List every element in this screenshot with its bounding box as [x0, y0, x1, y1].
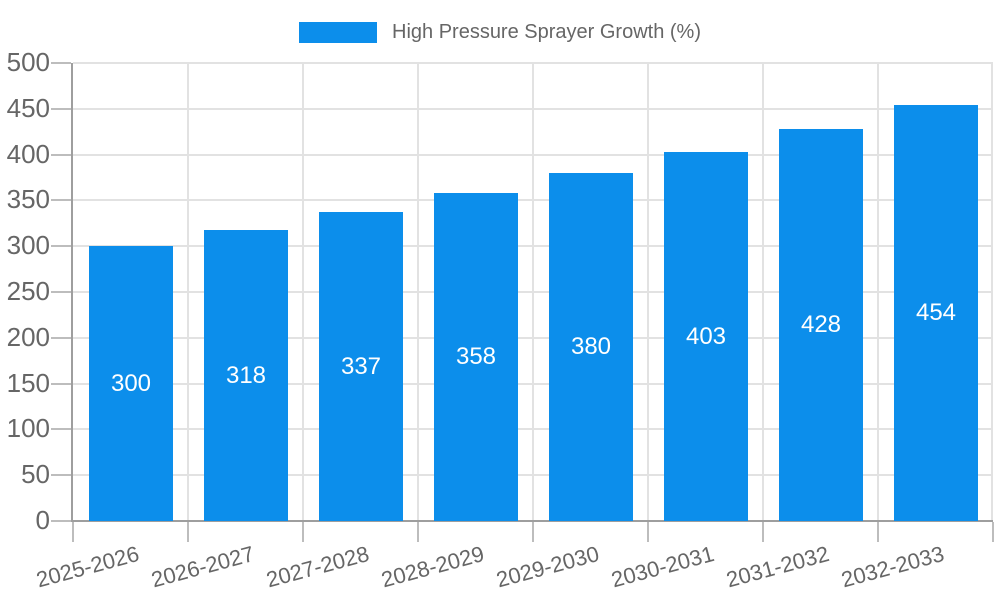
y-axis-line — [71, 63, 73, 521]
bar-value-label: 454 — [915, 299, 957, 326]
y-tick-label: 350 — [6, 184, 50, 214]
y-tick-label: 150 — [6, 368, 50, 398]
y-tick-label: 300 — [6, 230, 50, 260]
bar-value-label: 403 — [685, 322, 727, 350]
y-axis-tick — [51, 245, 71, 247]
x-axis-tick — [417, 522, 419, 542]
y-tick-label: 100 — [6, 413, 50, 443]
x-category-label: 2028-2029 — [378, 541, 487, 593]
bar[interactable]: 337 — [319, 212, 403, 521]
gridline-vertical — [302, 63, 304, 521]
x-category-label: 2032-2033 — [838, 541, 947, 593]
x-category-label: 2031-2032 — [723, 541, 832, 593]
x-axis-tick — [877, 522, 879, 542]
bar[interactable]: 454 — [894, 105, 978, 521]
x-axis-tick — [302, 522, 304, 542]
y-tick-label: 250 — [6, 276, 50, 306]
x-axis-tick — [532, 522, 534, 542]
y-tick-label: 500 — [6, 47, 50, 77]
y-axis-tick — [51, 474, 71, 476]
bar[interactable]: 428 — [779, 129, 863, 521]
x-axis-tick — [187, 522, 189, 542]
gridline-vertical — [417, 63, 419, 521]
y-tick-label: 50 — [21, 459, 50, 489]
y-axis-tick — [51, 108, 71, 110]
x-axis-tick — [992, 522, 994, 542]
y-axis-tick — [51, 199, 71, 201]
gridline-vertical — [532, 63, 534, 521]
legend[interactable]: High Pressure Sprayer Growth (%) — [0, 21, 1000, 44]
x-axis-tick — [647, 522, 649, 542]
bar-value-label: 300 — [110, 369, 152, 397]
y-tick-label: 450 — [6, 93, 50, 123]
y-tick-label: 0 — [35, 505, 50, 535]
x-axis-tick — [72, 522, 74, 542]
legend-label: High Pressure Sprayer Growth (%) — [392, 21, 701, 43]
x-category-label: 2025-2026 — [33, 541, 142, 593]
bar[interactable]: 403 — [664, 152, 748, 521]
bar[interactable]: 380 — [549, 173, 633, 521]
bar-value-label: 337 — [340, 352, 382, 380]
y-tick-label: 400 — [6, 139, 50, 169]
x-category-label: 2029-2030 — [493, 541, 602, 593]
y-axis-tick — [51, 428, 71, 430]
bar[interactable]: 300 — [89, 246, 173, 521]
x-category-label: 2027-2028 — [263, 541, 372, 593]
y-axis-tick — [51, 62, 71, 64]
gridline-vertical — [877, 63, 879, 521]
x-category-label: 2026-2027 — [148, 541, 257, 593]
x-axis-tick — [762, 522, 764, 542]
bar-value-label: 318 — [225, 361, 267, 389]
bar-value-label: 380 — [570, 333, 612, 360]
gridline-vertical — [762, 63, 764, 521]
gridline-vertical — [187, 63, 189, 521]
bar[interactable]: 358 — [434, 193, 518, 521]
gridline-vertical — [647, 63, 649, 521]
plot-area: 300 318 337 358 380 403 428 454 — [51, 62, 994, 542]
bar-value-label: 358 — [455, 343, 497, 370]
x-category-label: 2030-2031 — [608, 541, 717, 593]
y-tick-label: 200 — [6, 322, 50, 352]
y-axis-tick — [51, 291, 71, 293]
x-axis-line — [71, 520, 993, 522]
y-axis-tick — [51, 520, 71, 522]
y-axis-tick — [51, 154, 71, 156]
bar-value-label: 428 — [800, 311, 842, 338]
y-axis-tick — [51, 383, 71, 385]
gridline-vertical — [991, 63, 993, 521]
legend-swatch-icon — [299, 22, 377, 43]
bar[interactable]: 318 — [204, 230, 288, 521]
y-axis-tick — [51, 337, 71, 339]
